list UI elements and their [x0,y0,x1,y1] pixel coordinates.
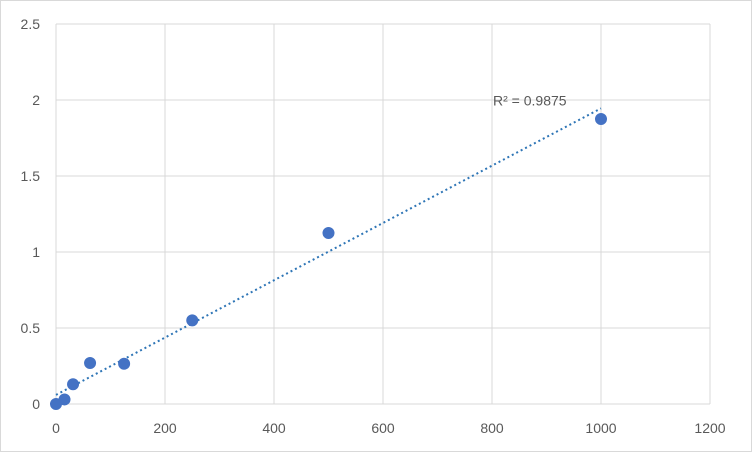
data-point [322,227,335,239]
y-tick-label: 2 [32,92,40,108]
data-point [84,356,97,369]
vertical-gridlines [55,24,711,404]
y-tick-label: 1 [32,244,40,260]
data-point [595,113,607,125]
x-tick-label: 800 [480,420,504,436]
y-tick-label: 0.5 [21,320,41,336]
y-axis-tick-labels: 0 0.5 1 1.5 2 2.5 [21,16,41,412]
x-tick-label: 600 [371,420,395,436]
data-point [186,314,199,327]
x-tick-label: 400 [262,420,286,436]
x-tick-label: 1200 [694,420,725,436]
r-squared-annotation: R² = 0.9875 [493,92,567,108]
x-tick-label: 1000 [585,420,616,436]
y-tick-label: 1.5 [21,168,41,184]
y-tick-label: 2.5 [21,16,41,32]
x-axis-tick-labels: 0 200 400 600 800 1000 1200 [52,420,726,436]
data-points [50,113,607,410]
x-tick-label: 0 [52,420,60,436]
y-tick-label: 0 [32,396,40,412]
x-tick-label: 200 [153,420,177,436]
data-point [67,378,80,391]
data-point [118,357,131,370]
data-point [58,393,71,406]
